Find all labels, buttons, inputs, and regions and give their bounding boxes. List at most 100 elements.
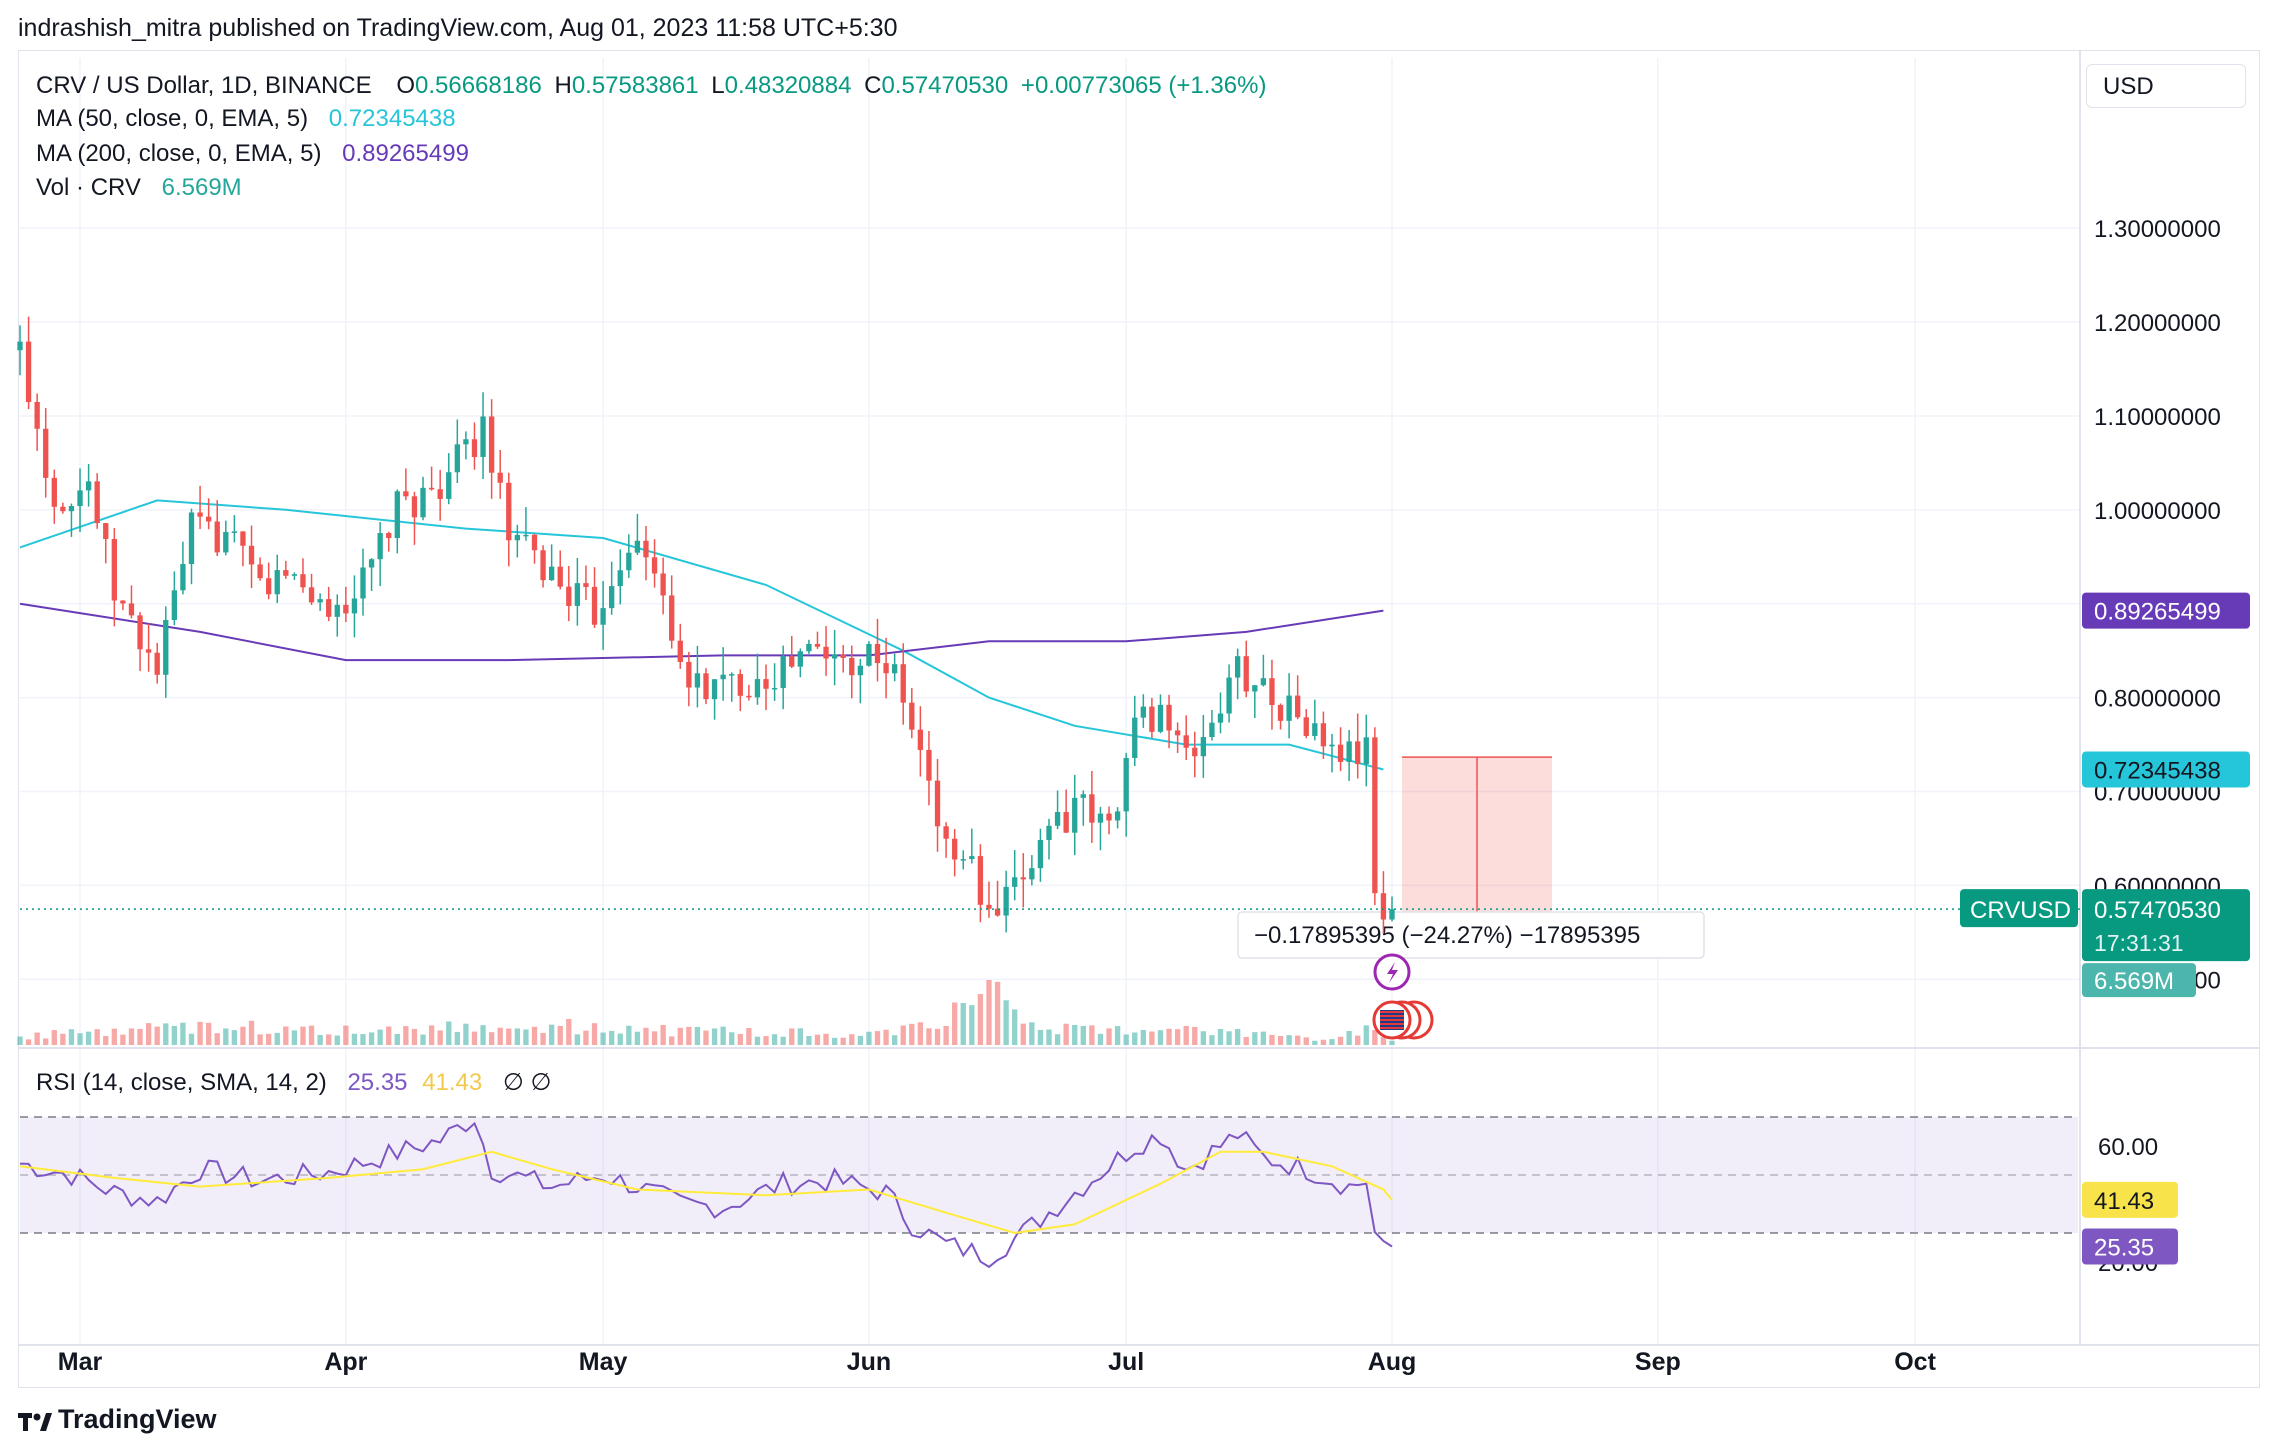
countdown-tag: 17:31:31: [2094, 930, 2184, 956]
candle-body: [1372, 737, 1378, 894]
candle-body: [866, 643, 872, 666]
candle-body: [1192, 747, 1198, 757]
volume-bar: [17, 1036, 23, 1045]
volume-bar: [420, 1034, 426, 1045]
currency-button[interactable]: USD: [2086, 64, 2246, 108]
candle-body: [1217, 713, 1224, 723]
candle-body: [1123, 757, 1129, 812]
candle-body: [1312, 723, 1318, 736]
candle-body: [274, 570, 280, 595]
volume-bar: [1286, 1035, 1292, 1045]
candle-body: [694, 673, 701, 688]
candle-body: [368, 559, 375, 568]
candle-body: [634, 540, 641, 553]
candle-body: [1209, 722, 1215, 738]
candle-body: [128, 603, 135, 616]
candle-body: [780, 656, 786, 688]
candle-body: [1003, 886, 1009, 916]
ma50-price-tag-bg: [2082, 751, 2250, 788]
candle-body: [891, 664, 898, 674]
volume-bar: [1029, 1022, 1035, 1045]
price-tick-label: 1.00000000: [2094, 498, 2221, 525]
volume-bar: [77, 1033, 83, 1045]
candle-body: [1363, 737, 1369, 765]
candles: [17, 316, 1395, 934]
ma200-line: [19, 602, 1384, 662]
candle-body: [574, 583, 581, 606]
volume-bar: [823, 1033, 829, 1045]
tradingview-logo[interactable]: TradingView: [18, 1404, 217, 1435]
volume-bar: [1389, 1040, 1395, 1045]
ma200-legend[interactable]: MA (200, close, 0, EMA, 5) 0.89265499: [36, 140, 475, 168]
volume-value: 6.569M: [161, 174, 242, 201]
volume-bar: [94, 1029, 100, 1045]
candle-body: [1355, 741, 1361, 765]
candle-body: [411, 496, 418, 518]
volume-bar: [1252, 1032, 1258, 1045]
candle-body: [1140, 706, 1146, 718]
candle-body: [934, 780, 941, 827]
volume-bar: [960, 1002, 966, 1045]
volume-bar: [25, 1039, 32, 1045]
candle-body: [205, 516, 212, 522]
candle-body: [488, 416, 495, 473]
candle-body: [626, 552, 632, 571]
volume-bar: [326, 1034, 332, 1045]
volume-legend[interactable]: Vol · CRV 6.569M: [36, 174, 248, 202]
volume-bar: [377, 1029, 383, 1045]
candle-body: [952, 838, 958, 860]
candle-body: [394, 491, 400, 539]
candle-body: [591, 586, 598, 625]
volume-bar: [454, 1031, 460, 1045]
volume-bar: [274, 1032, 280, 1045]
volume-bar: [240, 1026, 246, 1045]
symbol-title[interactable]: CRV / US Dollar, 1D, BINANCE: [36, 72, 372, 99]
volume-bar: [506, 1028, 512, 1045]
candle-body: [437, 489, 443, 499]
volume-bar: [386, 1026, 392, 1045]
volume-bar: [857, 1035, 864, 1045]
volume-bar: [1012, 1009, 1018, 1045]
volume-bar: [137, 1028, 143, 1045]
volume-bar: [523, 1029, 529, 1045]
candle-body: [77, 490, 83, 507]
measure-tool: −0.17895395 (−24.27%) −17895395: [1237, 756, 1705, 959]
ma50-price-tag: 0.72345438: [2094, 757, 2221, 784]
candle-body: [34, 402, 40, 429]
volume-bar: [1380, 1037, 1387, 1045]
volume-bar: [583, 1030, 589, 1045]
volume-bar: [1303, 1037, 1309, 1045]
candle-body: [1183, 735, 1189, 748]
volume-bar: [480, 1025, 486, 1045]
candle-body: [291, 574, 298, 576]
candle-body: [223, 532, 229, 553]
volume-bar: [874, 1031, 881, 1045]
candle-body: [197, 512, 203, 517]
volume-bar: [163, 1023, 169, 1045]
volume-bar: [737, 1033, 743, 1045]
volume-bar: [780, 1036, 786, 1045]
volume-bar: [711, 1028, 718, 1045]
rsi-legend[interactable]: RSI (14, close, SMA, 14, 2) 25.35 41.43 …: [36, 1068, 551, 1097]
time-tick-label: Oct: [1894, 1348, 1936, 1376]
low-label: L: [711, 72, 725, 99]
candle-body: [600, 608, 606, 625]
rsi-line: [19, 1121, 1393, 1269]
time-tick-label: Mar: [58, 1348, 103, 1376]
candle-body: [137, 615, 143, 650]
volume-bar: [34, 1032, 40, 1045]
volume-bar: [85, 1031, 92, 1045]
ma50-legend[interactable]: MA (50, close, 0, EMA, 5) 0.72345438: [36, 105, 462, 133]
volume-bar: [1277, 1035, 1284, 1045]
candle-body: [17, 341, 23, 351]
candle-body: [1226, 677, 1232, 714]
price-tick-label: 1.10000000: [2094, 404, 2221, 431]
volume-bar: [437, 1030, 443, 1045]
candle-body: [103, 523, 109, 539]
volume-bar: [600, 1032, 606, 1045]
volume-bar: [763, 1036, 769, 1045]
candle-body: [497, 472, 503, 483]
candle-body: [651, 557, 658, 574]
candle-body: [1114, 811, 1121, 821]
